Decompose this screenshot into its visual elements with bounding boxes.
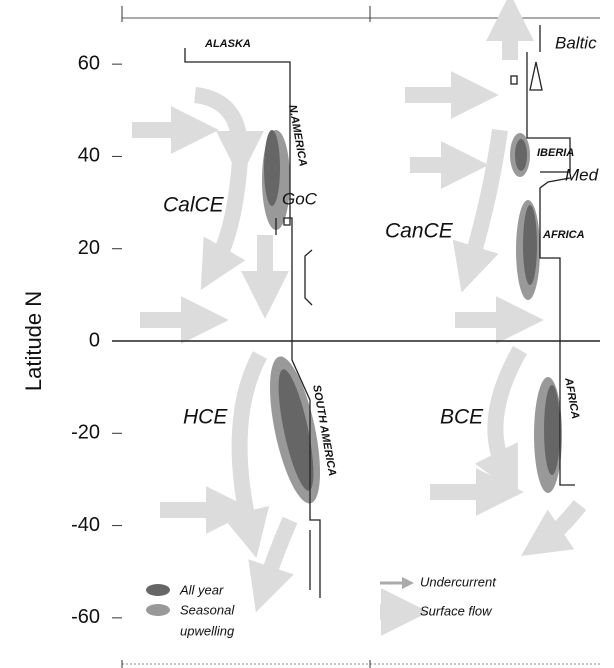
surface-flow	[193, 87, 264, 179]
americas-coast	[184, 48, 321, 598]
place-label: GoC	[282, 189, 318, 208]
place-label: Baltic	[555, 33, 597, 52]
all-year-upwelling	[523, 205, 537, 285]
legend-swatch	[146, 604, 170, 616]
y-tick-label: -20	[71, 422, 100, 444]
place-label: IBERIA	[537, 147, 574, 159]
all-year-upwelling	[515, 139, 527, 171]
region-label: CanCE	[385, 220, 454, 243]
y-tick-label: 60	[78, 52, 100, 74]
region-label: HCE	[183, 406, 228, 429]
legend-label: upwelling	[180, 623, 235, 638]
surface-flow	[474, 346, 527, 496]
y-axis: -60 -40 -20 0 20 40 60	[71, 52, 600, 628]
surface-flow	[200, 159, 248, 291]
place-label: AFRICA	[542, 229, 585, 241]
y-tick-label: 20	[78, 237, 100, 259]
y-tick-label: -40	[71, 514, 100, 536]
surface-flow	[248, 516, 298, 613]
plot-area: ALASKA N.AMERICA CalCE GoC CanCE Baltic …	[121, 0, 600, 668]
legend-label: Seasonal	[180, 602, 235, 617]
legend-swatch	[146, 584, 170, 596]
y-tick-label: 40	[78, 145, 100, 167]
all-year-upwelling	[544, 385, 560, 475]
y-tick-label: 0	[89, 329, 100, 351]
baltic-island	[510, 75, 518, 85]
all-year-upwelling	[278, 369, 314, 491]
europe-africa-coast	[526, 25, 575, 486]
region-label: CalCE	[163, 194, 225, 217]
y-tick-label: -60	[71, 606, 100, 628]
baltic-island	[529, 61, 543, 91]
legend-label: Undercurrent	[420, 574, 497, 589]
surface-flows	[132, 0, 587, 613]
all-year-upwelling	[264, 130, 280, 206]
region-label: BCE	[440, 406, 484, 429]
surface-flow	[521, 499, 587, 556]
place-label: Med	[565, 165, 599, 184]
place-label: ALASKA	[204, 38, 251, 50]
surface-flow	[452, 128, 508, 293]
central-america-coast	[304, 249, 313, 306]
legend: All year Seasonal upwelling Undercurrent…	[146, 574, 497, 638]
legend-label: All year	[179, 582, 224, 597]
y-axis-label: Latitude N	[21, 291, 46, 391]
upwelling-areas	[262, 130, 562, 504]
legend-label: Surface flow	[420, 603, 493, 618]
coastlines	[184, 25, 575, 598]
